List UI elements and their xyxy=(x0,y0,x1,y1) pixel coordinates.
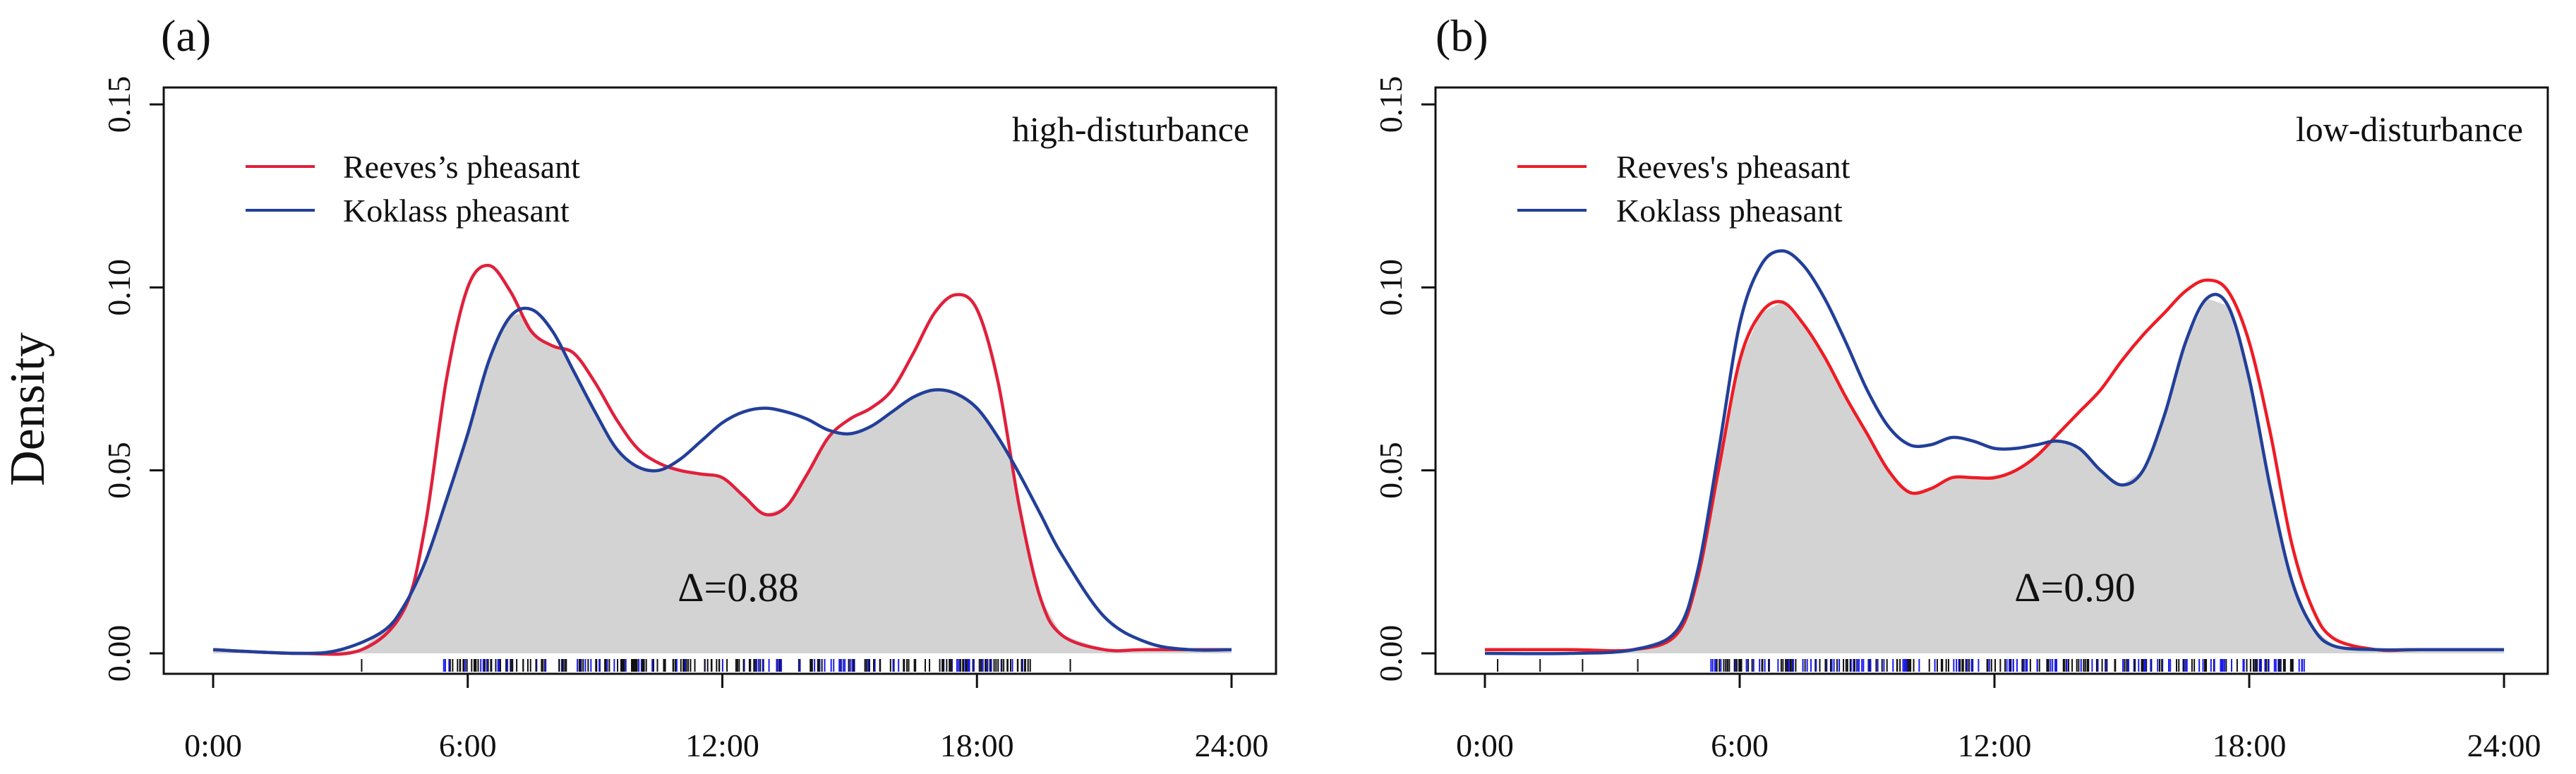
reeves-density-line xyxy=(1485,278,2504,653)
legend-label-reeves: Reeves's pheasant xyxy=(1616,149,1850,185)
x-tick-label: 12:00 xyxy=(685,727,759,763)
x-tick-label: 18:00 xyxy=(940,727,1014,763)
legend: Reeves’s pheasant Koklass pheasant xyxy=(246,149,580,229)
y-tick-label: 0.15 xyxy=(1373,76,1409,133)
legend-label-reeves: Reeves’s pheasant xyxy=(343,149,580,185)
panel-b: 0:00 6:00 12:00 18:00 24:000.000.050.100.15 … xyxy=(1373,11,2549,763)
condition-label: high-disturbance xyxy=(1012,109,1249,149)
y-axis-label: Density xyxy=(1,332,55,486)
y-tick-label: 0.10 xyxy=(1373,259,1409,316)
koklass-density-line xyxy=(1484,249,2504,655)
rug-marks xyxy=(1497,659,2305,672)
x-tick-label: 0:00 xyxy=(184,727,242,763)
condition-label: low-disturbance xyxy=(2296,109,2523,149)
panel-label: (b) xyxy=(1436,11,1488,61)
overlap-coefficient: Δ=0.90 xyxy=(2014,564,2136,610)
x-tick-label: 24:00 xyxy=(2467,727,2541,763)
overlap-area xyxy=(213,313,1232,653)
density-lines xyxy=(212,263,1232,656)
y-tick-label: 0.00 xyxy=(1373,625,1409,682)
axes: 0:00 6:00 12:00 18:00 24:00 0.00 0.05 0.10 0.15 xyxy=(101,76,1268,763)
x-tick-label: 12:00 xyxy=(1958,727,2032,763)
reeves-density-line xyxy=(212,263,1232,656)
x-tick-label: 0:00 xyxy=(1456,727,1514,763)
koklass-density-line xyxy=(212,306,1232,655)
rug-marks xyxy=(361,659,1071,672)
overlap-area xyxy=(1485,298,2504,653)
y-tick-label: 0.05 xyxy=(101,442,137,499)
x-tick-label: 6:00 xyxy=(439,727,497,763)
y-tick-label: 0.05 xyxy=(1373,442,1409,499)
x-tick-label: 18:00 xyxy=(2213,727,2287,763)
legend: Reeves's pheasant Koklass pheasant xyxy=(1517,149,1850,229)
density-lines xyxy=(1484,249,2504,655)
x-tick-label: 6:00 xyxy=(1711,727,1769,763)
x-tick-label: 24:00 xyxy=(1195,727,1269,763)
overlap-area-shape xyxy=(213,313,1232,653)
overlap-coefficient: Δ=0.88 xyxy=(678,564,799,610)
panel-a: 0:00 6:00 12:00 18:00 24:000.000.050.100.15 … xyxy=(101,11,1277,763)
legend-label-koklass: Koklass pheasant xyxy=(343,193,570,229)
y-tick-label: 0.10 xyxy=(101,259,137,316)
panel-label: (a) xyxy=(161,11,211,61)
legend-label-koklass: Koklass pheasant xyxy=(1616,193,1843,229)
overlap-area-shape xyxy=(1485,298,2504,653)
y-tick-label: 0.15 xyxy=(101,76,137,133)
axes: 0:00 6:00 12:00 18:00 24:00 0.00 0.05 0.10 0.15 xyxy=(1373,76,2541,763)
y-tick-label: 0.00 xyxy=(101,625,137,682)
